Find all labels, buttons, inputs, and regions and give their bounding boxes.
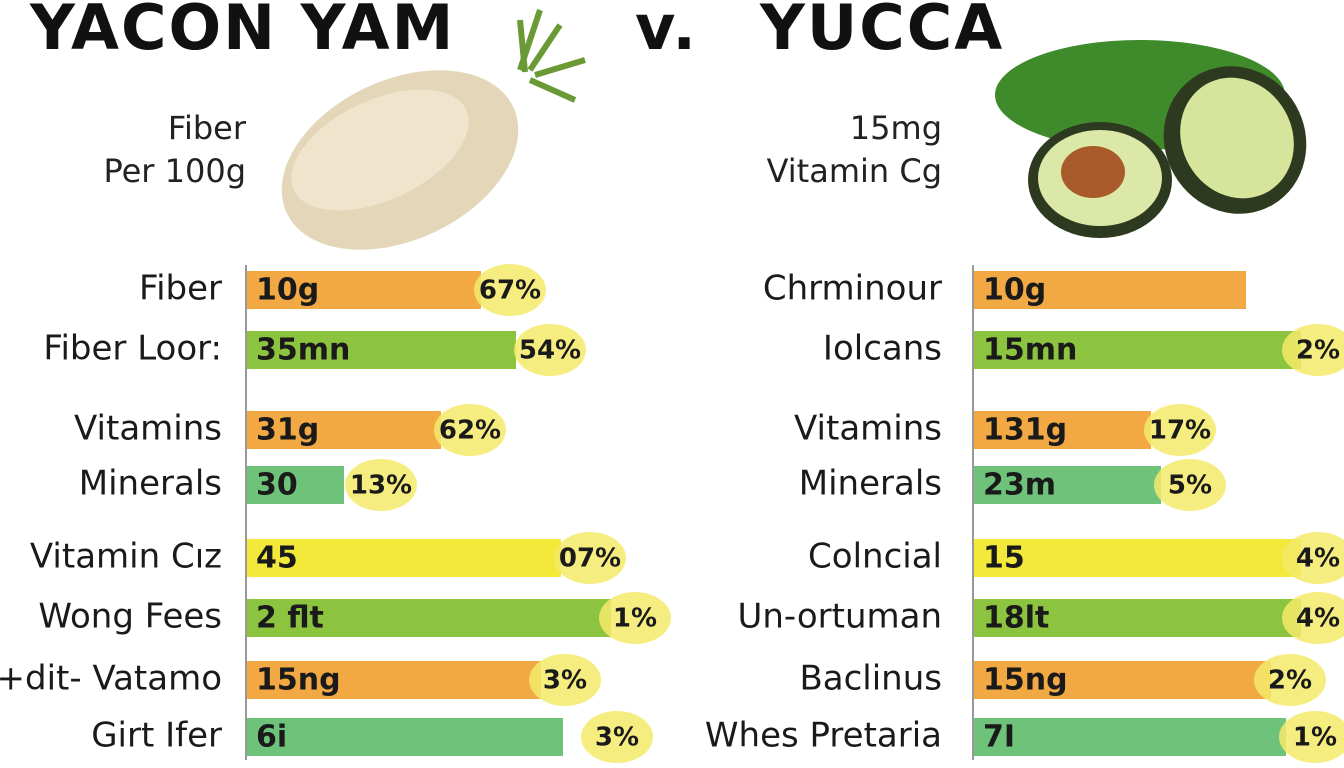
amount: 131g	[983, 413, 1067, 448]
amount: 30	[256, 468, 298, 503]
bar	[247, 331, 516, 369]
row-label: Un-ortuman	[738, 597, 943, 637]
percent-badge	[1154, 459, 1226, 511]
amount: 15ng	[983, 663, 1068, 698]
caption: Vitamin Cg	[767, 152, 942, 190]
percent-badge	[554, 532, 626, 584]
bar	[974, 271, 1246, 309]
bar	[247, 718, 563, 756]
bar	[247, 271, 481, 309]
bar	[974, 411, 1151, 449]
percent-badge	[434, 404, 506, 456]
row-label: Vitamin Cız	[30, 537, 222, 577]
bar	[974, 599, 1301, 637]
amount: 31g	[256, 413, 319, 448]
amount: 15	[983, 541, 1025, 576]
bar	[974, 331, 1301, 369]
percent: 3%	[595, 723, 639, 753]
title-left: YACON YAM	[29, 0, 455, 64]
percent-badge	[1279, 711, 1344, 763]
row-label: Vitamins	[794, 409, 942, 449]
percent: 67%	[479, 276, 541, 306]
title-right: YUCCA	[759, 0, 1004, 64]
percent-badge	[1282, 532, 1344, 584]
caption: Per 100g	[103, 152, 246, 190]
row-label: Fiber	[139, 269, 222, 309]
amount: 45	[256, 541, 298, 576]
percent: 2%	[1296, 336, 1340, 366]
amount: 10g	[256, 273, 319, 308]
row-label: Vitamins	[74, 409, 222, 449]
percent-badge	[474, 264, 546, 316]
row-label: Whes Pretaria	[705, 716, 942, 756]
percent: 13%	[350, 471, 412, 501]
amount: 7I	[983, 720, 1015, 755]
row-label: +dit- Vatamo	[0, 659, 222, 699]
amount: 2 flt	[256, 601, 324, 636]
amount: 15ng	[256, 663, 341, 698]
percent-badge	[1282, 324, 1344, 376]
percent: 4%	[1296, 604, 1340, 634]
bar	[247, 411, 441, 449]
title-mid: v.	[635, 0, 698, 64]
amount: 35mn	[256, 333, 350, 368]
caption: 15mg	[850, 109, 942, 147]
percent-badge	[599, 592, 671, 644]
row-label: Baclinus	[799, 659, 942, 699]
percent-badge	[1254, 654, 1326, 706]
row-label: Minerals	[799, 464, 942, 504]
amount: 10g	[983, 273, 1046, 308]
percent: 2%	[1268, 666, 1312, 696]
row-label: Minerals	[79, 464, 222, 504]
bar	[974, 466, 1161, 504]
row-label: Fiber Loor:	[43, 329, 222, 369]
amount: 6i	[256, 720, 287, 755]
percent-badge	[529, 654, 601, 706]
percent-badge	[1144, 404, 1216, 456]
percent-badge	[345, 459, 417, 511]
percent: 07%	[559, 544, 621, 574]
bar	[247, 599, 611, 637]
bar	[247, 539, 561, 577]
amount: 15mn	[983, 333, 1077, 368]
percent-badge	[1282, 592, 1344, 644]
row-label: Iolcans	[823, 329, 942, 369]
row-label: Colncial	[808, 537, 942, 577]
percent: 3%	[543, 666, 587, 696]
amount: 23m	[983, 468, 1056, 503]
bar	[247, 661, 541, 699]
percent: 1%	[613, 604, 657, 634]
percent: 5%	[1168, 471, 1212, 501]
percent-badge	[514, 324, 586, 376]
row-label: Girt Ifer	[91, 716, 222, 756]
percent: 1%	[1293, 723, 1337, 753]
caption: Fiber	[168, 109, 247, 147]
avocado-image	[995, 40, 1307, 238]
percent: 62%	[439, 416, 501, 446]
amount: 18lt	[983, 601, 1049, 636]
yacon-image	[281, 9, 586, 250]
percent-badge	[581, 711, 653, 763]
percent: 54%	[519, 336, 581, 366]
percent: 4%	[1296, 544, 1340, 574]
bar	[247, 466, 344, 504]
bar	[974, 718, 1286, 756]
percent: 17%	[1149, 416, 1211, 446]
row-label: Wong Fees	[38, 597, 222, 637]
bar	[974, 539, 1301, 577]
bar	[974, 661, 1271, 699]
row-label: Chrminour	[763, 269, 942, 309]
